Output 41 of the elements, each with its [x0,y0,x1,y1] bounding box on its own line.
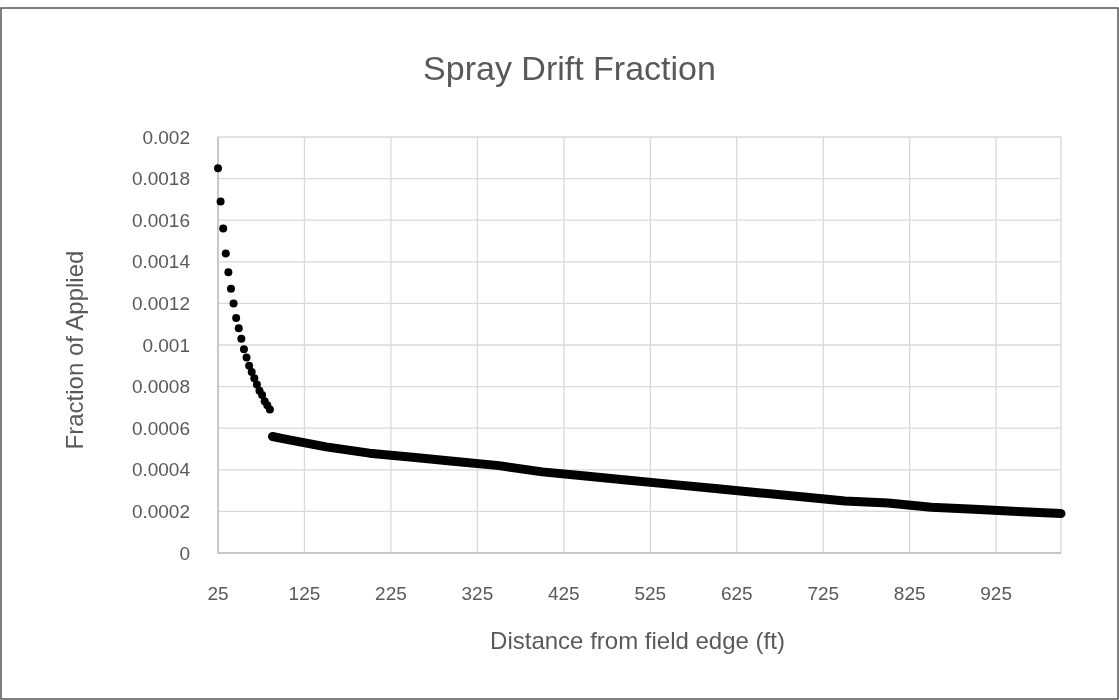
x-tick-label: 725 [807,583,840,604]
y-tick-label: 0.0006 [131,417,190,439]
point [247,368,256,377]
y-tick-label: 0.0008 [131,376,190,398]
y-tick-label: 0.0002 [131,501,190,523]
y-tick-label: 0.001 [142,334,190,356]
x-tick-label: 925 [980,583,1013,604]
point [229,299,238,308]
x-tick-label: 425 [547,583,580,604]
y-tick-label: 0.0012 [131,293,190,315]
y-tick-label: 0.0004 [131,459,191,481]
point [214,164,222,173]
y-tick-label: 0.0016 [131,209,190,231]
x-tick-label: 325 [461,583,494,604]
x-tick-label: 625 [720,583,753,604]
chart-title: Spray Drift Fraction [423,49,716,87]
y-tick-label: 0 [179,542,190,564]
x-tick-label: 25 [207,583,229,604]
x-tick-label: 525 [634,583,667,604]
point [234,324,243,333]
point [216,197,225,206]
point [232,313,241,322]
point [219,224,228,233]
y-tick-label: 0.0018 [131,168,190,190]
point [250,374,259,383]
point [221,249,230,258]
point [237,334,246,343]
x-tick-label: 225 [375,583,407,604]
point [265,405,274,414]
point [245,361,254,370]
x-axis-title: Distance from field edge (ft) [490,627,785,654]
point [258,390,267,399]
x-tick-label: 825 [893,583,926,604]
point [239,345,248,354]
y-tick-label: 0.002 [142,126,190,148]
y-tick-label: 0.0014 [131,251,191,273]
y-axis-title: Fraction of Applied [61,250,88,450]
x-tick-label: 125 [288,583,321,604]
point [242,353,251,362]
point [226,284,235,293]
point [224,268,233,277]
